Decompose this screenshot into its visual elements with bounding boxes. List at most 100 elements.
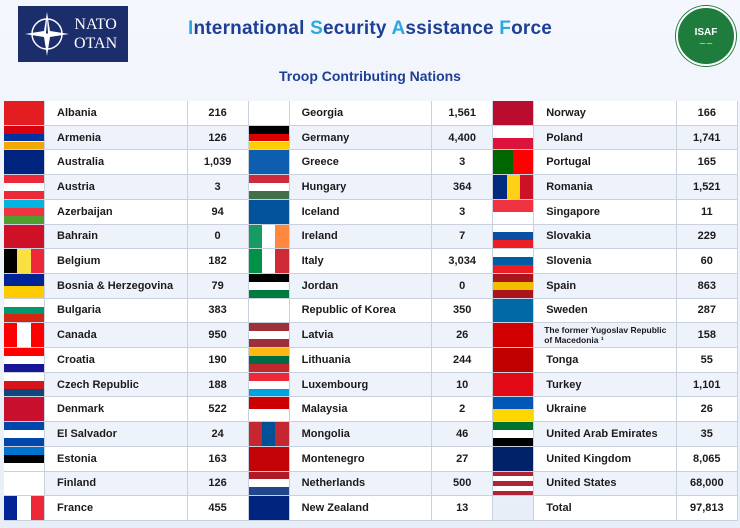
country-name: Hungary (288, 175, 432, 199)
table-row: Georgia 1,561 (248, 101, 494, 126)
table-row: Spain 863 (493, 273, 738, 299)
troop-count: 2 (431, 397, 494, 422)
troop-count: 11 (675, 199, 738, 224)
table-row: New Zealand 13 (248, 496, 494, 521)
troop-count: 60 (675, 249, 738, 273)
country-name: Armenia (44, 125, 187, 150)
total-row: Total 97,813 (493, 496, 738, 521)
troop-count: 46 (431, 422, 494, 446)
country-name: Finland (44, 471, 187, 496)
troop-count: 1,039 (186, 150, 249, 175)
table-row: Belgium 182 (4, 249, 249, 274)
troop-count: 287 (675, 298, 738, 323)
table-row: Netherlands 500 (248, 471, 494, 497)
ireland-flag-icon (248, 224, 289, 249)
troop-count: 126 (186, 471, 249, 496)
luxembourg-flag-icon (248, 372, 289, 397)
spain-flag-icon (493, 273, 534, 298)
troop-count: 244 (431, 348, 494, 372)
table-row: Ireland 7 (248, 224, 494, 250)
table-row: Iceland 3 (248, 199, 494, 225)
armenia-flag-icon (4, 125, 44, 150)
troop-count: 216 (186, 101, 249, 125)
header: NATO OTAN International Security Assista… (0, 0, 740, 98)
table-column: Albania 216 Armenia 126 Australia 1,039 Austri… (4, 101, 249, 521)
country-name: Germany (288, 125, 432, 150)
title-text: orce (511, 18, 553, 39)
title-text: ssistance (405, 18, 500, 39)
canada-flag-icon (4, 323, 44, 348)
table-row: Sweden 287 (493, 298, 738, 324)
country-name: Slovakia (533, 224, 676, 249)
georgia-flag-icon (248, 101, 289, 125)
country-name: Albania (44, 101, 187, 125)
country-name: Netherlands (288, 471, 432, 496)
troop-count: 383 (186, 298, 249, 323)
country-name: Latvia (288, 323, 432, 348)
singapore-flag-icon (493, 199, 534, 224)
table-row: Austria 3 (4, 175, 249, 200)
country-name: Lithuania (288, 348, 432, 372)
table-row: Lithuania 244 (248, 348, 494, 373)
isaf-logo-script-icon: ـــ ـــ (699, 39, 713, 46)
otan-text: OTAN (74, 35, 118, 52)
table-row: Luxembourg 10 (248, 372, 494, 398)
country-name: Bahrain (44, 224, 187, 249)
croatia-flag-icon (4, 348, 44, 372)
table-row: Portugal 165 (493, 150, 738, 176)
country-name: Croatia (44, 348, 187, 372)
table-row: United Arab Emirates 35 (493, 422, 738, 447)
country-name: Malaysia (288, 397, 432, 422)
slovakia-flag-icon (493, 224, 534, 249)
troop-count: 522 (186, 397, 249, 422)
troop-count: 165 (675, 150, 738, 175)
table-row: Finland 126 (4, 471, 249, 497)
country-name: Turkey (533, 372, 676, 397)
germany-flag-icon (248, 125, 289, 150)
page-title: International Security Assistance Force (140, 18, 600, 40)
country-name: Sweden (533, 298, 676, 323)
troop-count: 55 (675, 348, 738, 372)
troop-count: 7 (431, 224, 494, 249)
nato-logo: NATO OTAN (18, 6, 128, 62)
troop-count: 94 (186, 199, 249, 224)
troop-count: 0 (431, 273, 494, 298)
troop-count: 13 (431, 496, 494, 520)
belgium-flag-icon (4, 249, 44, 273)
title-text: nternational (193, 18, 311, 39)
poland-flag-icon (493, 125, 534, 150)
troop-count: 1,101 (675, 372, 738, 397)
troop-count: 79 (186, 273, 249, 298)
troop-count: 350 (431, 298, 494, 323)
country-name: Luxembourg (288, 372, 432, 397)
table-row: France 455 (4, 496, 249, 521)
country-name: The former Yugoslav Republic of Macedoni… (533, 323, 676, 348)
country-name: El Salvador (44, 422, 187, 446)
title-capital-letter: A (391, 18, 406, 39)
title-text: ecurity (322, 18, 392, 39)
nato-compass-star-icon (25, 12, 69, 56)
table-row: Singapore 11 (493, 199, 738, 225)
latvia-flag-icon (248, 323, 289, 348)
troop-count: 26 (431, 323, 494, 348)
troop-count: 10 (431, 372, 494, 397)
troop-count: 68,000 (675, 471, 738, 496)
malaysia-flag-icon (248, 397, 289, 422)
slovenia-flag-icon (493, 249, 534, 273)
el-salvador-flag-icon (4, 422, 44, 446)
troop-count: 3 (431, 199, 494, 224)
table-row: Azerbaijan 94 (4, 199, 249, 225)
czech-flag-icon (4, 372, 44, 397)
table-row: The former Yugoslav Republic of Macedoni… (493, 323, 738, 349)
ukraine-flag-icon (493, 397, 534, 422)
page-subtitle: Troop Contributing Nations (279, 68, 461, 84)
isaf-logo-text: ISAF (694, 26, 718, 38)
country-name: Ireland (288, 224, 432, 249)
country-name: Bosnia & Herzegovina (44, 273, 187, 298)
sweden-flag-icon (493, 298, 534, 323)
table-row: Bosnia & Herzegovina 79 (4, 273, 249, 299)
country-name: Poland (533, 125, 676, 150)
troop-count: 3 (431, 150, 494, 175)
table-row: Mongolia 46 (248, 422, 494, 447)
troop-count: 24 (186, 422, 249, 446)
